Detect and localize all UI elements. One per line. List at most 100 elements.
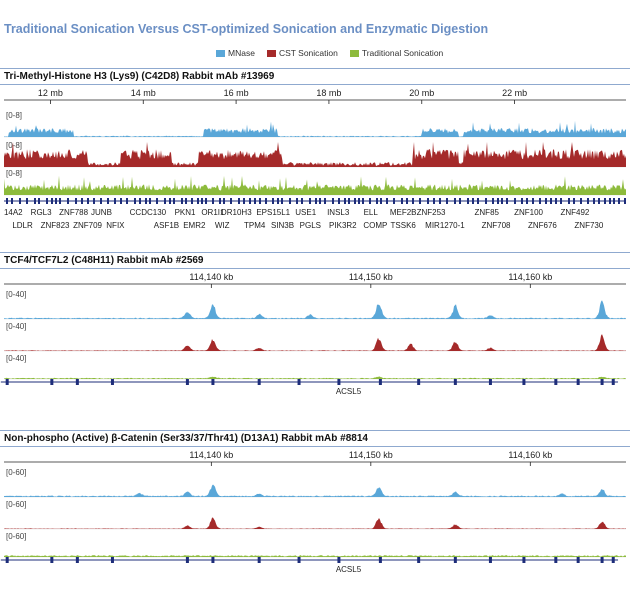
gene-exon [211,379,215,385]
gene-label: PGLS [300,221,321,230]
gene-block [439,198,441,204]
gene-block [348,198,350,204]
gene-block [380,198,382,204]
legend-item-traditional-sonication: Traditional Sonication [349,47,443,59]
track-signal-traditional-sonication [4,175,626,195]
legend-swatch-cst-sonication [266,49,276,57]
gene-block [393,198,395,204]
x-tick-label: 114,150 kb [349,450,393,460]
x-tick-label: 20 mb [409,88,434,98]
gene-block [55,198,57,204]
figure-title: Traditional Sonication Versus CST-optimi… [4,22,489,36]
x-tick-label: 22 mb [502,88,527,98]
gene-exon [611,557,615,563]
gene-block [26,198,28,204]
gene-block [296,198,298,204]
gene-block [289,198,291,204]
gene-block [173,198,175,204]
gene-exon [488,557,492,563]
gene-exon [5,379,9,385]
gene-exon [337,557,341,563]
x-tick-label: 114,140 kb [189,272,233,282]
panel-1-title-rule [0,84,630,85]
legend-item-mnase: MNase [216,47,255,59]
gene-block [593,198,595,204]
legend-label-mnase: MNase [228,48,255,58]
gene-block [560,198,562,204]
gene-label: ZNF676 [528,221,557,230]
gene-block [446,198,448,204]
gene-block [114,198,116,204]
track-range-label: [0-40] [6,354,26,363]
gene-exon [453,557,457,563]
gene-block [324,198,326,204]
track-signal-traditional-sonication [4,555,626,557]
track-signal-cst-sonication [4,517,626,529]
gene-exon [576,379,580,385]
gene-block [412,198,414,204]
gene-exon [453,379,457,385]
gene-block [212,198,214,204]
gene-block [573,198,575,204]
gene-label: ZNF253 [417,208,446,217]
gene-exon [75,557,79,563]
gene-block [34,198,36,204]
gene-block [532,198,534,204]
gene-exon [554,557,558,563]
gene-block [477,198,479,204]
gene-block [618,198,620,204]
gene-block [277,198,279,204]
gene-exon [337,379,341,385]
gene-label: WIZ [215,221,230,230]
gene-label: MEF2B [390,208,417,217]
gene-block [386,198,388,204]
gene-block [309,198,311,204]
track-range-label: [0-60] [6,468,26,477]
panel-3-beta-catenin-tracks: 114,140 kb 114,150 kb 114,160 kb [0-60] [0-6… [0,450,626,574]
gene-block [485,198,487,204]
gene-block [93,198,95,204]
gene-block [205,198,207,204]
gene-exon [50,379,54,385]
gene-exon [554,379,558,385]
gene-block [332,198,334,204]
gene-exon [600,379,604,385]
gene-block [67,198,69,204]
gene-block [598,198,600,204]
track-range-label: [0-40] [6,290,26,299]
track-signal-cst-sonication [4,334,626,351]
gene-block [406,198,408,204]
gene-exon [75,379,79,385]
gene-block [38,198,40,204]
gene-block [254,198,256,204]
gene-block [362,198,364,204]
track-range-label: [0-8] [6,111,22,120]
gene-block [580,198,582,204]
gene-block [587,198,589,204]
gene-block [6,198,8,204]
gene-block [197,198,199,204]
gene-label: RGL3 [31,208,52,217]
gene-block [501,198,503,204]
gene-block [354,198,356,204]
gene-exon [110,379,114,385]
track-signal-cst-sonication [4,142,626,167]
gene-block [139,198,141,204]
gene-block [338,198,340,204]
track-range-label: [0-8] [6,141,22,150]
gene-label: OR1I1 [201,208,225,217]
x-tick-label: 14 mb [131,88,156,98]
gene-block [401,198,403,204]
gene-exon [378,379,382,385]
gene-block [492,198,494,204]
gene-block [319,198,321,204]
gene-label-acsl5: ACSL5 [336,565,362,574]
gene-label: OR10H3 [221,208,253,217]
gene-block [624,198,626,204]
x-tick-label: 114,160 kb [508,272,552,282]
gene-block [249,198,251,204]
x-tick-label: 16 mb [224,88,249,98]
gene-block [191,198,193,204]
x-tick-label: 18 mb [316,88,341,98]
gene-label: PIK3R2 [329,221,357,230]
